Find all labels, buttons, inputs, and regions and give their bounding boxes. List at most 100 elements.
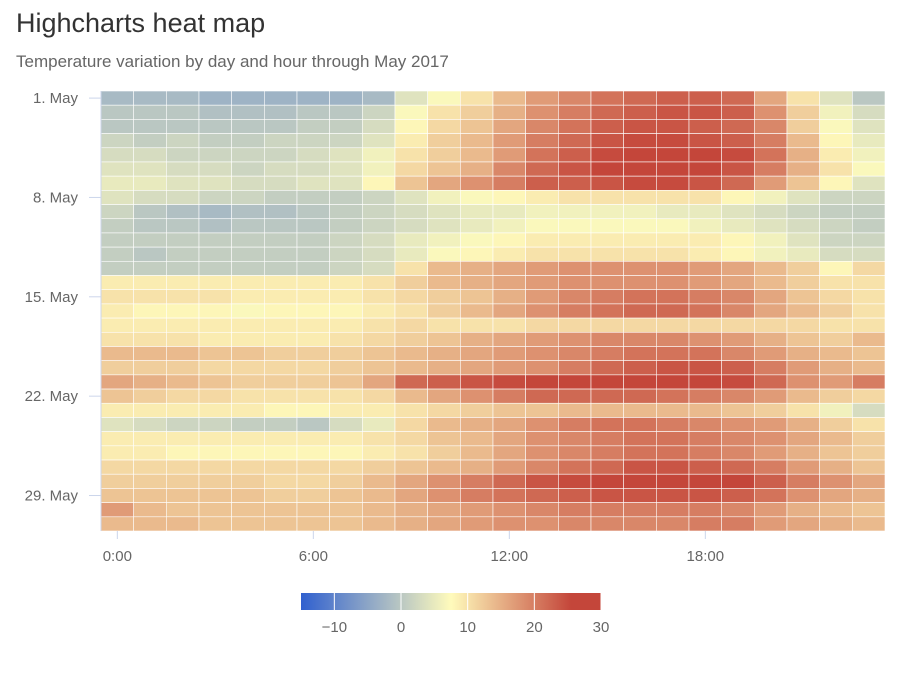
- heatmap-cell[interactable]: [362, 303, 396, 319]
- heatmap-cell[interactable]: [558, 516, 592, 532]
- heatmap-cell[interactable]: [362, 104, 396, 120]
- heatmap-cell[interactable]: [264, 459, 298, 475]
- heatmap-cell[interactable]: [754, 303, 788, 319]
- heatmap-cell[interactable]: [264, 445, 298, 461]
- heatmap-cell[interactable]: [100, 175, 134, 191]
- heatmap-cell[interactable]: [819, 473, 853, 489]
- heatmap-cell[interactable]: [590, 104, 624, 120]
- heatmap-cell[interactable]: [525, 346, 559, 361]
- heatmap-cell[interactable]: [460, 175, 494, 191]
- heatmap-cell[interactable]: [558, 190, 592, 205]
- heatmap-cell[interactable]: [525, 445, 559, 461]
- heatmap-cell[interactable]: [786, 147, 820, 163]
- heatmap-cell[interactable]: [264, 303, 298, 319]
- heatmap-cell[interactable]: [688, 417, 722, 432]
- heatmap-cell[interactable]: [264, 488, 298, 503]
- heatmap-cell[interactable]: [590, 261, 624, 276]
- heatmap-cell[interactable]: [786, 459, 820, 475]
- heatmap-cell[interactable]: [754, 459, 788, 475]
- heatmap-cell[interactable]: [394, 261, 428, 276]
- heatmap-cell[interactable]: [264, 502, 298, 518]
- heatmap-cell[interactable]: [786, 204, 820, 220]
- heatmap-cell[interactable]: [362, 119, 396, 134]
- heatmap-cell[interactable]: [231, 502, 265, 518]
- heatmap-cell[interactable]: [166, 473, 200, 489]
- heatmap-cell[interactable]: [786, 161, 820, 177]
- heatmap-cell[interactable]: [198, 516, 232, 532]
- heatmap-cell[interactable]: [852, 417, 886, 432]
- heatmap-cell[interactable]: [264, 417, 298, 432]
- heatmap-cell[interactable]: [198, 204, 232, 220]
- heatmap-cell[interactable]: [525, 374, 559, 390]
- heatmap-cell[interactable]: [656, 346, 690, 361]
- heatmap-cell[interactable]: [362, 147, 396, 163]
- heatmap-cell[interactable]: [166, 104, 200, 120]
- heatmap-cell[interactable]: [590, 473, 624, 489]
- heatmap-cell[interactable]: [623, 388, 657, 404]
- heatmap-cell[interactable]: [460, 90, 494, 106]
- heatmap-cell[interactable]: [721, 417, 755, 432]
- heatmap-cell[interactable]: [133, 147, 167, 163]
- heatmap-cell[interactable]: [166, 289, 200, 305]
- heatmap-cell[interactable]: [623, 516, 657, 532]
- heatmap-cell[interactable]: [754, 360, 788, 376]
- heatmap-cell[interactable]: [231, 388, 265, 404]
- heatmap-cell[interactable]: [394, 388, 428, 404]
- heatmap-cell[interactable]: [786, 360, 820, 376]
- heatmap-cell[interactable]: [786, 374, 820, 390]
- heatmap-cell[interactable]: [786, 516, 820, 532]
- heatmap-cell[interactable]: [492, 488, 526, 503]
- heatmap-cell[interactable]: [656, 488, 690, 503]
- heatmap-cell[interactable]: [198, 445, 232, 461]
- heatmap-cell[interactable]: [460, 133, 494, 149]
- heatmap-cell[interactable]: [819, 331, 853, 347]
- heatmap-cell[interactable]: [394, 289, 428, 305]
- heatmap-cell[interactable]: [688, 459, 722, 475]
- heatmap-cell[interactable]: [296, 431, 330, 447]
- heatmap-cell[interactable]: [558, 161, 592, 177]
- heatmap-cell[interactable]: [688, 190, 722, 205]
- heatmap-cell[interactable]: [754, 431, 788, 447]
- heatmap-cell[interactable]: [492, 388, 526, 404]
- heatmap-cell[interactable]: [198, 431, 232, 447]
- heatmap-cell[interactable]: [525, 190, 559, 205]
- heatmap-cell[interactable]: [394, 331, 428, 347]
- heatmap-cell[interactable]: [100, 147, 134, 163]
- heatmap-cell[interactable]: [166, 204, 200, 220]
- heatmap-cell[interactable]: [558, 331, 592, 347]
- heatmap-cell[interactable]: [231, 445, 265, 461]
- heatmap-cell[interactable]: [133, 431, 167, 447]
- heatmap-cell[interactable]: [558, 445, 592, 461]
- heatmap-cell[interactable]: [460, 402, 494, 418]
- heatmap-cell[interactable]: [100, 459, 134, 475]
- heatmap-cell[interactable]: [100, 516, 134, 532]
- heatmap-cell[interactable]: [786, 388, 820, 404]
- heatmap-cell[interactable]: [427, 360, 461, 376]
- heatmap-cell[interactable]: [786, 445, 820, 461]
- heatmap-cell[interactable]: [590, 289, 624, 305]
- heatmap-cell[interactable]: [492, 289, 526, 305]
- heatmap-cell[interactable]: [852, 261, 886, 276]
- heatmap-cell[interactable]: [264, 360, 298, 376]
- heatmap-cell[interactable]: [656, 133, 690, 149]
- heatmap-cell[interactable]: [100, 90, 134, 106]
- heatmap-cell[interactable]: [525, 218, 559, 234]
- heatmap-cell[interactable]: [623, 473, 657, 489]
- heatmap-cell[interactable]: [721, 502, 755, 518]
- heatmap-cell[interactable]: [427, 473, 461, 489]
- heatmap-cell[interactable]: [688, 246, 722, 262]
- heatmap-cell[interactable]: [492, 232, 526, 248]
- heatmap-cell[interactable]: [688, 388, 722, 404]
- heatmap-cell[interactable]: [623, 488, 657, 503]
- heatmap-cell[interactable]: [590, 204, 624, 220]
- heatmap-cell[interactable]: [100, 488, 134, 503]
- heatmap-cell[interactable]: [721, 374, 755, 390]
- heatmap-cell[interactable]: [394, 175, 428, 191]
- heatmap-cell[interactable]: [721, 317, 755, 333]
- heatmap-cell[interactable]: [166, 147, 200, 163]
- heatmap-cell[interactable]: [198, 360, 232, 376]
- heatmap-cell[interactable]: [852, 445, 886, 461]
- heatmap-cell[interactable]: [231, 147, 265, 163]
- heatmap-cell[interactable]: [198, 417, 232, 432]
- heatmap-cell[interactable]: [754, 317, 788, 333]
